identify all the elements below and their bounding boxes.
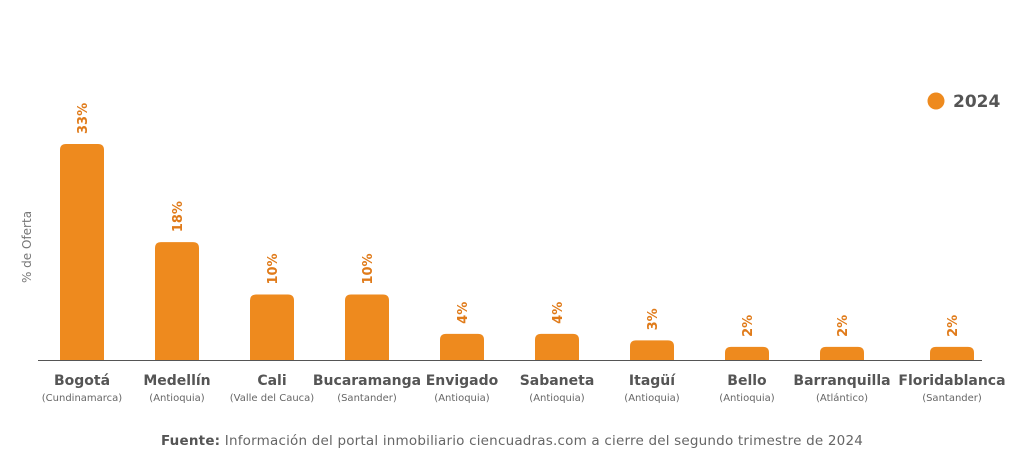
value-label: 3% (646, 308, 661, 330)
source-note: Fuente: Información del portal inmobilia… (0, 433, 1024, 449)
legend: 2024 (927, 92, 1000, 112)
category-label: Barranquilla (793, 373, 890, 389)
value-label: 2% (741, 315, 756, 337)
value-label: 33% (76, 103, 91, 134)
category-label: Bucaramanga (313, 373, 421, 389)
value-labels: 33% 18% 10% 10% 4% 4% 3% 2% 2% 2% (76, 103, 961, 337)
category-label: Itagüí (629, 373, 676, 389)
category-sublabel: (Cundinamarca) (42, 393, 123, 404)
value-label: 4% (551, 302, 566, 324)
source-text: Información del portal inmobiliario cien… (220, 433, 864, 449)
bar-sabaneta (535, 333, 579, 360)
category-sublabel: (Santander) (337, 393, 397, 404)
category-label: Floridablanca (898, 373, 1005, 389)
bar-floridablanca (930, 346, 974, 360)
value-label: 4% (456, 302, 471, 324)
bar-cali (250, 294, 294, 360)
category-labels: Bogotá (Cundinamarca) Medellín (Antioquia) C… (42, 373, 1006, 404)
bar-envigado (440, 333, 484, 360)
category-label: Bogotá (54, 373, 110, 389)
category-sublabel: (Antioquia) (434, 393, 489, 404)
category-sublabel: (Antioquia) (149, 393, 204, 404)
category-label: Cali (257, 373, 286, 389)
category-label: Medellín (143, 373, 210, 389)
bar-bogotá (60, 144, 104, 360)
bar-bello (725, 346, 769, 360)
bars (60, 144, 974, 360)
bar-barranquilla (820, 346, 864, 360)
bar-bucaramanga (345, 294, 389, 360)
category-label: Bello (727, 373, 767, 389)
category-label: Envigado (426, 373, 499, 389)
legend-label: 2024 (953, 92, 1000, 112)
value-label: 2% (946, 315, 961, 337)
legend-marker (927, 92, 945, 110)
category-sublabel: (Antioquia) (624, 393, 679, 404)
value-label: 10% (361, 253, 376, 284)
category-sublabel: (Antioquia) (529, 393, 584, 404)
bar-medellín (155, 242, 199, 360)
y-axis-label: % de Oferta (20, 211, 34, 283)
category-sublabel: (Santander) (922, 393, 982, 404)
value-label: 10% (266, 253, 281, 284)
category-sublabel: (Valle del Cauca) (230, 393, 315, 404)
value-label: 18% (171, 201, 186, 232)
category-label: Sabaneta (520, 373, 595, 389)
bar-itagüí (630, 340, 674, 360)
category-sublabel: (Antioquia) (719, 393, 774, 404)
value-label: 2% (836, 315, 851, 337)
source-prefix: Fuente: (160, 433, 221, 449)
category-sublabel: (Atlántico) (816, 392, 868, 404)
